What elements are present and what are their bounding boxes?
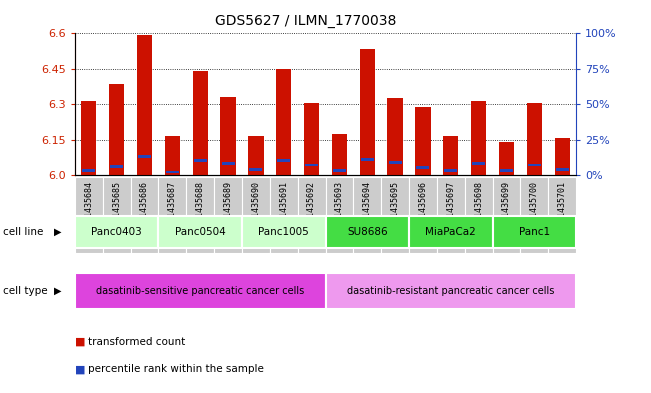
Text: Panc0504: Panc0504 <box>175 227 225 237</box>
Text: Panc1: Panc1 <box>519 227 550 237</box>
Bar <box>520 177 548 253</box>
Bar <box>499 142 514 175</box>
Text: GSM1435686: GSM1435686 <box>140 181 149 231</box>
Bar <box>109 84 124 175</box>
Bar <box>305 163 318 166</box>
Bar <box>353 177 381 253</box>
Bar <box>304 103 319 175</box>
Bar <box>333 169 346 172</box>
Bar <box>242 216 326 248</box>
Bar <box>555 138 570 175</box>
Bar <box>387 98 403 175</box>
Bar <box>131 177 158 253</box>
Text: GSM1435697: GSM1435697 <box>447 181 455 231</box>
Bar <box>186 177 214 253</box>
Bar <box>137 35 152 175</box>
Text: GSM1435691: GSM1435691 <box>279 181 288 231</box>
Bar <box>415 107 430 175</box>
Bar <box>165 136 180 175</box>
Bar <box>389 161 402 163</box>
Bar <box>528 163 541 166</box>
Bar <box>193 71 208 175</box>
Bar <box>110 165 123 168</box>
Text: percentile rank within the sample: percentile rank within the sample <box>88 364 264 375</box>
Text: GSM1435694: GSM1435694 <box>363 181 372 231</box>
Text: dasatinib-resistant pancreatic cancer cells: dasatinib-resistant pancreatic cancer ce… <box>347 286 555 296</box>
Bar <box>103 177 131 253</box>
Bar <box>359 49 375 175</box>
Bar <box>472 162 485 165</box>
Bar <box>361 158 374 161</box>
Text: GSM1435700: GSM1435700 <box>530 181 539 231</box>
Text: GSM1435684: GSM1435684 <box>84 181 93 231</box>
Text: GSM1435696: GSM1435696 <box>419 181 428 231</box>
Bar <box>249 168 262 171</box>
Bar <box>437 177 465 253</box>
Bar <box>276 69 292 175</box>
Bar <box>75 216 158 248</box>
Text: Panc0403: Panc0403 <box>91 227 142 237</box>
Bar <box>75 177 103 253</box>
Bar <box>242 177 270 253</box>
Bar <box>158 216 242 248</box>
Bar <box>166 171 179 173</box>
Text: GSM1435692: GSM1435692 <box>307 181 316 231</box>
Text: GSM1435689: GSM1435689 <box>223 181 232 231</box>
Bar <box>471 101 486 175</box>
Bar <box>81 101 96 175</box>
Text: dasatinib-sensitive pancreatic cancer cells: dasatinib-sensitive pancreatic cancer ce… <box>96 286 304 296</box>
Text: SU8686: SU8686 <box>347 227 387 237</box>
Text: ▶: ▶ <box>53 227 61 237</box>
Text: transformed count: transformed count <box>88 337 185 347</box>
Text: ■: ■ <box>75 364 85 375</box>
Bar <box>194 159 206 162</box>
Bar <box>500 169 513 172</box>
Bar <box>556 168 569 171</box>
Bar <box>417 166 430 169</box>
Bar <box>443 136 458 175</box>
Text: GSM1435690: GSM1435690 <box>251 181 260 231</box>
Bar <box>409 216 493 248</box>
Text: GSM1435685: GSM1435685 <box>112 181 121 231</box>
Text: MiaPaCa2: MiaPaCa2 <box>426 227 476 237</box>
Bar <box>221 97 236 175</box>
Bar <box>548 177 576 253</box>
Text: GSM1435693: GSM1435693 <box>335 181 344 231</box>
Bar <box>298 177 326 253</box>
Text: GSM1435699: GSM1435699 <box>502 181 511 231</box>
Text: GSM1435698: GSM1435698 <box>474 181 483 231</box>
Text: Panc1005: Panc1005 <box>258 227 309 237</box>
Text: cell type: cell type <box>3 286 48 296</box>
Bar <box>527 103 542 175</box>
Bar <box>326 216 409 248</box>
Bar <box>214 177 242 253</box>
Text: ▶: ▶ <box>53 286 61 296</box>
Bar <box>138 155 151 158</box>
Text: GSM1435695: GSM1435695 <box>391 181 400 231</box>
Bar <box>332 134 347 175</box>
Bar <box>82 169 95 172</box>
Bar <box>221 162 234 165</box>
Bar <box>409 177 437 253</box>
Bar <box>465 177 493 253</box>
Bar <box>381 177 409 253</box>
Bar <box>326 273 576 309</box>
Bar <box>493 216 576 248</box>
Text: GSM1435701: GSM1435701 <box>558 181 567 231</box>
Bar <box>277 159 290 162</box>
Bar <box>248 136 264 175</box>
Bar <box>158 177 186 253</box>
Bar <box>445 169 457 172</box>
Bar <box>270 177 298 253</box>
Text: GSM1435687: GSM1435687 <box>168 181 177 231</box>
Text: GDS5627 / ILMN_1770038: GDS5627 / ILMN_1770038 <box>215 14 396 28</box>
Text: GSM1435688: GSM1435688 <box>196 181 204 231</box>
Bar <box>326 177 353 253</box>
Text: ■: ■ <box>75 337 85 347</box>
Bar <box>75 273 326 309</box>
Bar <box>493 177 520 253</box>
Text: cell line: cell line <box>3 227 44 237</box>
